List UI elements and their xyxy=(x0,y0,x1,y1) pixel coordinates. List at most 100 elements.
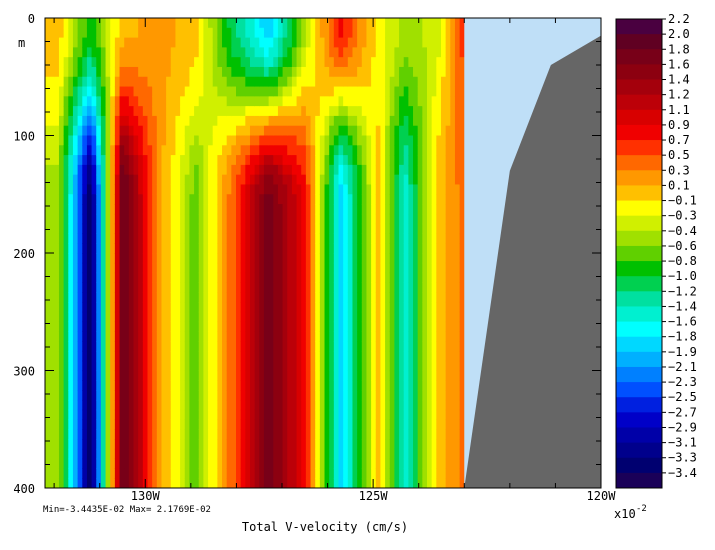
field-cell xyxy=(343,350,349,362)
field-cell xyxy=(454,253,461,264)
field-cell xyxy=(110,262,116,274)
field-cell xyxy=(263,223,270,235)
field-cell xyxy=(333,370,340,381)
field-cell xyxy=(63,184,69,195)
field-cell xyxy=(236,155,242,166)
field-cell xyxy=(58,155,65,166)
field-cell xyxy=(301,292,307,303)
field-cell xyxy=(198,321,204,332)
field-cell xyxy=(282,439,288,450)
field-cell xyxy=(128,301,135,313)
field-cell xyxy=(440,272,447,283)
field-cell xyxy=(427,409,433,421)
field-cell xyxy=(189,262,195,274)
field-cell xyxy=(49,96,55,107)
field-cell xyxy=(54,321,60,332)
field-cell xyxy=(133,174,139,186)
field-cell xyxy=(380,458,386,470)
field-cell xyxy=(431,223,437,235)
field-cell xyxy=(49,66,55,78)
field-cell xyxy=(236,18,242,29)
field-cell xyxy=(45,360,51,372)
field-cell xyxy=(222,478,228,488)
field-cell xyxy=(147,253,153,264)
field-cell xyxy=(170,341,177,352)
field-cell xyxy=(413,390,419,401)
field-cell xyxy=(361,66,368,78)
field-cell xyxy=(319,458,326,470)
field-cell xyxy=(170,174,177,186)
field-cell xyxy=(454,390,461,401)
field-cell xyxy=(329,115,335,127)
field-cell xyxy=(385,380,391,391)
field-cell xyxy=(114,194,121,205)
field-cell xyxy=(105,311,111,323)
field-cell xyxy=(54,429,60,440)
field-cell xyxy=(222,96,228,107)
field-cell xyxy=(445,243,451,254)
field-cell xyxy=(385,115,391,127)
field-cell xyxy=(212,468,218,479)
field-cell xyxy=(45,18,51,29)
field-cell xyxy=(268,399,274,411)
field-cell xyxy=(301,468,307,479)
field-cell xyxy=(96,341,102,352)
field-cell xyxy=(138,262,144,274)
field-cell xyxy=(375,76,382,88)
field-cell xyxy=(128,115,135,127)
field-cell xyxy=(301,174,307,186)
field-cell xyxy=(417,164,423,176)
field-cell xyxy=(198,135,204,146)
field-cell xyxy=(245,419,251,430)
field-cell xyxy=(277,350,284,362)
field-cell xyxy=(357,18,363,29)
field-cell xyxy=(63,292,69,303)
field-cell xyxy=(77,194,83,205)
field-cell xyxy=(133,458,139,470)
field-cell xyxy=(110,18,116,29)
field-cell xyxy=(110,86,116,97)
field-cell xyxy=(77,292,83,303)
field-cell xyxy=(427,341,433,352)
field-cell xyxy=(77,390,83,401)
field-cell xyxy=(347,233,354,244)
field-cell xyxy=(399,115,405,127)
colorbar-label: 1.6 xyxy=(668,57,690,71)
field-cell xyxy=(86,331,93,342)
field-cell xyxy=(459,360,465,372)
field-cell xyxy=(105,164,111,176)
field-cell xyxy=(357,262,363,274)
field-cell xyxy=(45,125,51,137)
field-cell xyxy=(63,243,69,254)
field-cell xyxy=(245,321,251,332)
field-cell xyxy=(128,86,135,97)
colorbar-label: 1.8 xyxy=(668,42,690,56)
field-cell xyxy=(240,125,246,137)
field-cell xyxy=(445,86,451,97)
field-cell xyxy=(273,341,279,352)
field-cell xyxy=(366,380,372,391)
field-cell xyxy=(240,419,246,430)
field-cell xyxy=(170,350,177,362)
field-cell xyxy=(277,125,284,137)
field-cell xyxy=(296,174,302,186)
field-cell xyxy=(180,419,186,430)
field-cell xyxy=(189,76,195,88)
field-cell xyxy=(96,243,102,254)
field-cell xyxy=(324,194,330,205)
field-cell xyxy=(352,448,358,460)
field-cell xyxy=(366,213,372,225)
field-cell xyxy=(450,233,456,244)
field-cell xyxy=(138,429,144,440)
field-cell xyxy=(91,174,97,186)
field-cell xyxy=(254,125,260,137)
field-cell xyxy=(459,145,465,156)
field-cell xyxy=(194,390,200,401)
field-cell xyxy=(291,115,298,127)
field-cell xyxy=(124,96,130,107)
field-cell xyxy=(277,66,284,78)
field-cell xyxy=(445,27,451,39)
field-cell xyxy=(440,66,447,78)
field-cell xyxy=(371,292,377,303)
field-cell xyxy=(128,174,135,186)
